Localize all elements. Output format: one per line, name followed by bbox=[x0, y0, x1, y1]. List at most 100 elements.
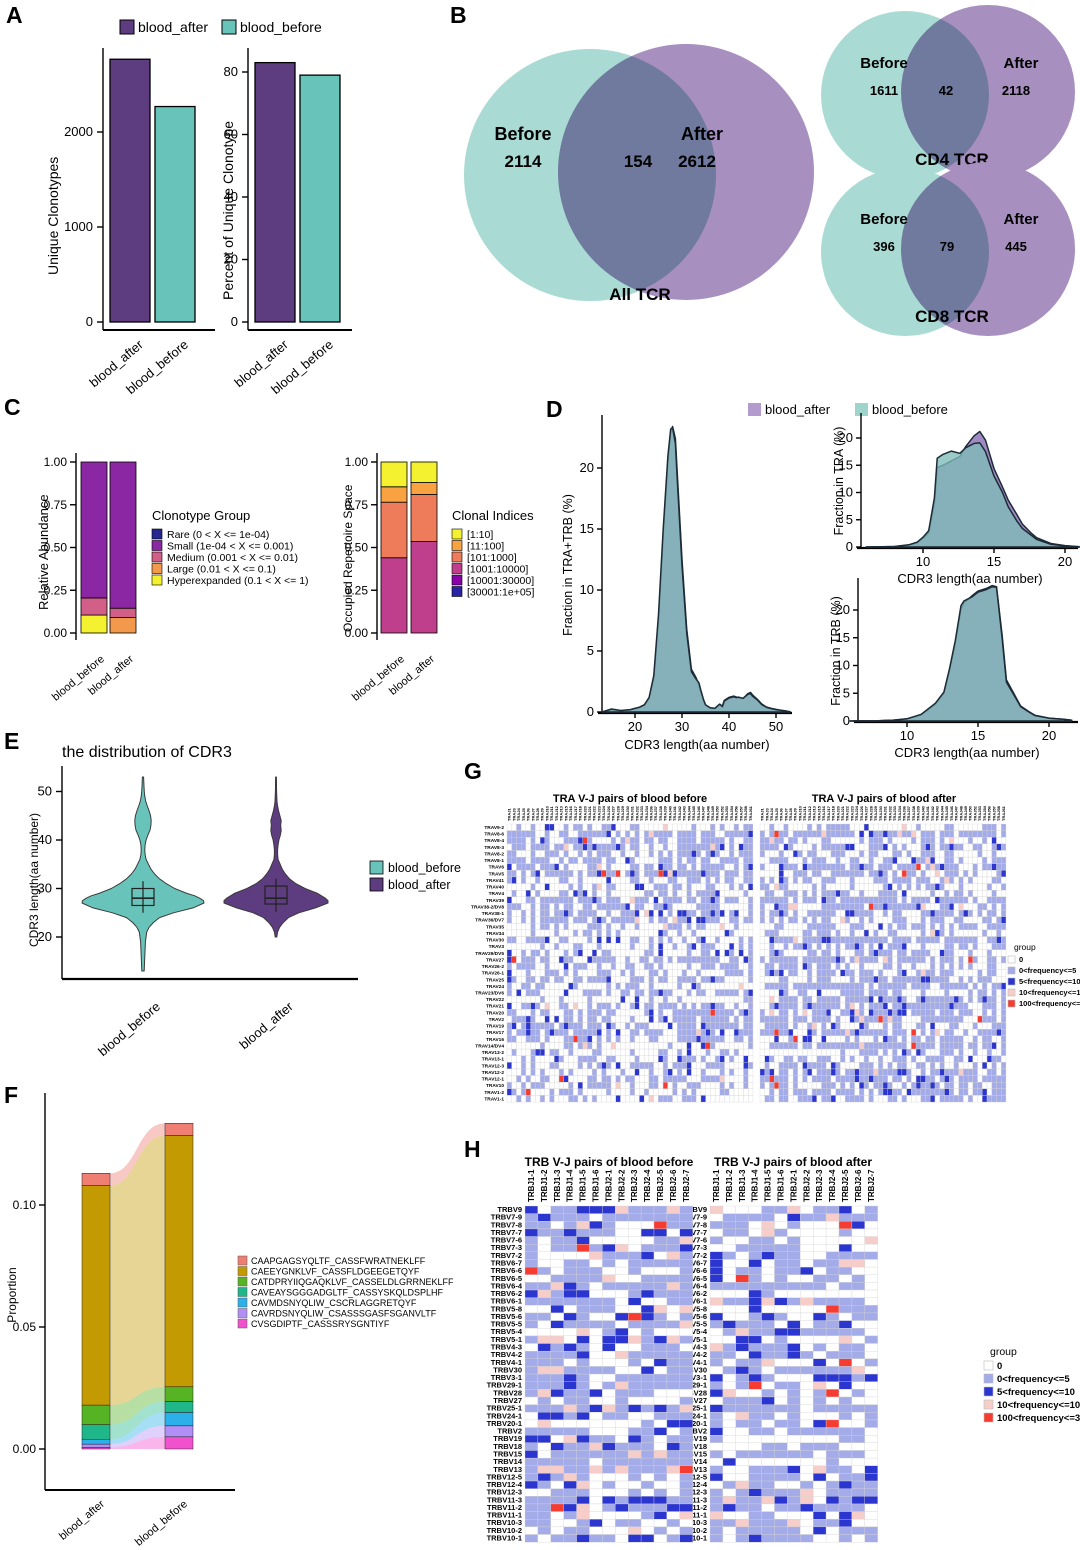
heat-cell bbox=[506, 870, 512, 878]
heat-cell bbox=[807, 1022, 813, 1030]
heat-cell bbox=[511, 1015, 517, 1023]
heat-cell bbox=[610, 1062, 616, 1070]
heat-cell bbox=[863, 1088, 869, 1096]
heat-cell bbox=[788, 1095, 794, 1103]
heat-cell bbox=[554, 1095, 560, 1103]
heat-cell bbox=[764, 942, 770, 950]
heat-cell bbox=[639, 989, 645, 997]
heat-cell bbox=[764, 1055, 770, 1063]
heat-cell bbox=[634, 1082, 640, 1089]
heat-cell bbox=[982, 883, 988, 891]
heat-cell bbox=[679, 1213, 693, 1222]
heat-cell bbox=[807, 896, 813, 904]
heat-cell bbox=[653, 989, 659, 997]
heat-cell bbox=[738, 1068, 744, 1076]
heat-cell bbox=[774, 870, 780, 878]
heat-cell bbox=[544, 1075, 550, 1083]
heat-cell bbox=[535, 1029, 541, 1037]
heat-cell bbox=[681, 870, 687, 878]
heat-cell bbox=[821, 856, 827, 864]
heat-cell bbox=[677, 883, 683, 891]
heat-cell bbox=[830, 863, 836, 871]
heat-cell bbox=[953, 1022, 959, 1030]
heat-cell bbox=[539, 1068, 546, 1076]
heat-cell bbox=[610, 1029, 616, 1037]
heat-cell bbox=[549, 863, 555, 871]
heat-cell bbox=[521, 969, 527, 977]
bar-blood_before bbox=[154, 105, 196, 323]
heat-cell bbox=[991, 989, 997, 997]
heat-cell bbox=[934, 1048, 940, 1056]
heat-col-label: TRAJ34 bbox=[897, 805, 902, 821]
heat-cell bbox=[601, 850, 607, 858]
heat-cell bbox=[700, 856, 706, 864]
heat-cell bbox=[714, 876, 721, 884]
heat-cell bbox=[807, 876, 813, 884]
heat-cell bbox=[788, 909, 794, 917]
venn-overlap-value: 42 bbox=[939, 83, 953, 98]
heat-cell bbox=[778, 923, 784, 931]
heat-cell bbox=[729, 1022, 735, 1030]
heat-cell bbox=[892, 837, 898, 845]
heat-cell bbox=[859, 989, 865, 997]
heat-cell bbox=[629, 823, 635, 831]
heat-cell bbox=[554, 896, 560, 904]
heat-cell bbox=[849, 962, 855, 970]
heat-cell bbox=[972, 1062, 978, 1070]
heat-cell bbox=[658, 1088, 664, 1096]
y-tick: 5 bbox=[587, 643, 594, 658]
heat-cell bbox=[549, 1022, 555, 1030]
heat-cell bbox=[949, 969, 955, 977]
heat-row-label: TRAV12-1 bbox=[482, 1077, 505, 1083]
heat-cell bbox=[991, 896, 997, 904]
heat-cell bbox=[558, 863, 564, 871]
heat-row-label: TRBV5-4 bbox=[491, 1327, 523, 1336]
heat-cell bbox=[963, 1075, 969, 1083]
heat-cell bbox=[733, 883, 739, 891]
y-tick: 1.00 bbox=[345, 455, 369, 469]
heat-cell bbox=[821, 1002, 827, 1010]
heat-cell bbox=[958, 870, 964, 878]
heat-cell bbox=[901, 969, 907, 977]
heat-cell bbox=[963, 1015, 969, 1023]
heat-row-label: TRBV29-1 bbox=[487, 1381, 522, 1390]
heat-cell bbox=[873, 962, 879, 970]
heat-cell bbox=[544, 1035, 550, 1043]
heat-cell bbox=[724, 850, 730, 858]
heat-cell bbox=[714, 1048, 721, 1056]
heat-cell bbox=[733, 916, 739, 924]
heat-cell bbox=[554, 1055, 560, 1063]
heat-cell bbox=[625, 1088, 631, 1096]
heat-cell bbox=[887, 903, 893, 911]
heat-cell bbox=[996, 843, 1002, 851]
heat-cell bbox=[506, 1075, 512, 1083]
heat-cell bbox=[986, 1035, 992, 1043]
heat-cell bbox=[901, 1002, 907, 1010]
legend-label: 5<frequency<=10 bbox=[1019, 977, 1080, 986]
heat-cell bbox=[591, 909, 598, 917]
heat-cell bbox=[986, 903, 992, 911]
heat-cell bbox=[677, 903, 683, 911]
heat-cell bbox=[733, 1029, 739, 1037]
heat-cell bbox=[892, 1068, 898, 1076]
heat-cell bbox=[783, 1042, 789, 1050]
heat-cell bbox=[658, 1035, 664, 1043]
heat-cell bbox=[854, 916, 860, 924]
heat-cell bbox=[719, 916, 725, 924]
heat-cell bbox=[696, 876, 702, 884]
heat-cell bbox=[677, 1062, 683, 1070]
heat-cell bbox=[625, 843, 631, 851]
heat-cell bbox=[802, 850, 808, 858]
heat-cell bbox=[591, 903, 598, 911]
heat-cell bbox=[615, 982, 621, 990]
heat-cell bbox=[666, 1213, 680, 1222]
heat-col-label: TRAJ54 bbox=[982, 805, 987, 821]
heat-cell bbox=[826, 830, 832, 838]
heat-cell bbox=[643, 956, 650, 964]
heat-cell bbox=[681, 969, 687, 977]
heat-cell bbox=[826, 956, 832, 964]
heat-cell bbox=[986, 1095, 992, 1103]
heat-cell bbox=[610, 1022, 616, 1030]
heat-cell bbox=[648, 1009, 654, 1017]
heat-cell bbox=[774, 1055, 780, 1063]
